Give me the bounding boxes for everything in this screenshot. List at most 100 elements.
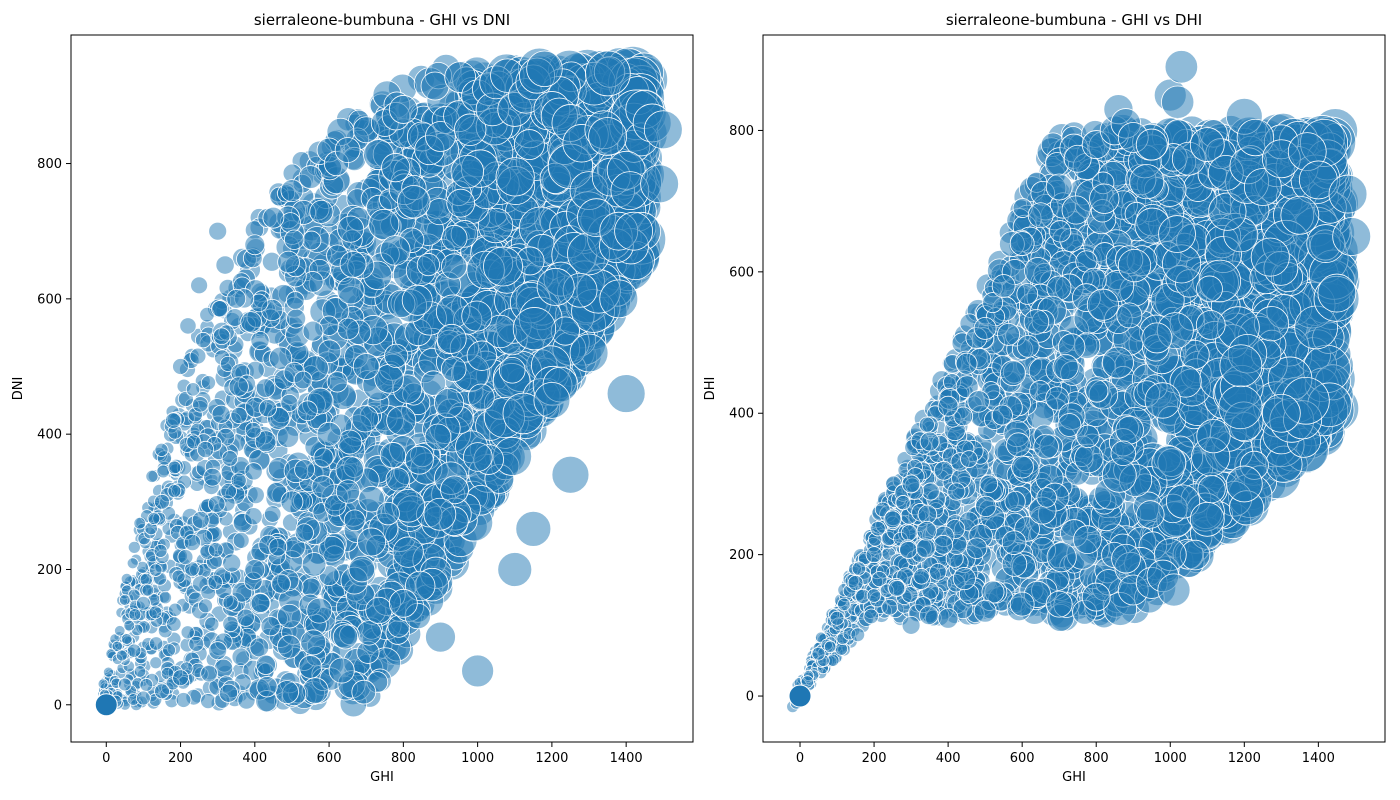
scatter-point — [401, 284, 433, 316]
scatter-point — [365, 596, 393, 625]
scatter-point — [404, 445, 434, 475]
x-tick-label: 800 — [391, 751, 416, 766]
scatter-point — [351, 679, 377, 705]
scatter-point — [166, 616, 182, 632]
scatter-point — [237, 691, 256, 710]
scatter-point — [463, 442, 493, 472]
scatter-point — [614, 211, 653, 251]
scatter-point — [318, 535, 345, 563]
scatter-point — [585, 50, 631, 97]
scatter-point — [255, 654, 276, 675]
scatter-point — [388, 588, 418, 618]
scatter-point — [171, 569, 186, 584]
scatter-panel-ghi-vs-dni: 0 200 400 600 800 1000 1200 1400 0200400600800 … — [11, 11, 694, 785]
plot-frame — [70, 34, 694, 743]
scatter-point — [515, 510, 552, 547]
scatter-point — [495, 157, 535, 197]
scatter-point — [640, 164, 679, 204]
bubble-layer-ghi-vs-dni — [94, 45, 683, 718]
scatter-point — [222, 615, 239, 633]
scatter-point — [172, 358, 189, 375]
scatter-point — [379, 442, 407, 469]
scatter-point — [275, 680, 299, 705]
scatter-point — [513, 129, 545, 161]
scatter-panel-ghi-vs-dhi: 0 200 400 600 800 1000 1200 1400 0200400600800 … — [703, 11, 1386, 785]
scatter-point — [280, 179, 304, 203]
scatter-point — [212, 327, 231, 346]
scatter-point — [551, 455, 590, 494]
scatter-point — [230, 472, 247, 489]
scatter-point — [376, 501, 400, 526]
scatter-point — [316, 421, 342, 447]
scatter-point — [250, 330, 270, 351]
scatter-point — [352, 353, 380, 380]
scatter-point — [133, 516, 146, 530]
scatter-point — [183, 533, 201, 552]
scatter-point — [368, 208, 400, 241]
scatter-point — [200, 693, 217, 710]
scatter-point — [211, 300, 229, 318]
scatter-point — [293, 370, 313, 390]
scatter-point — [167, 484, 182, 498]
scatter-point — [136, 690, 151, 706]
scatter-point — [240, 311, 262, 333]
scatter-point — [208, 641, 228, 661]
scatter-point — [145, 469, 159, 483]
scatter-point — [526, 50, 563, 88]
scatter-point — [446, 188, 476, 218]
scatter-point — [533, 381, 571, 419]
scatter-point — [450, 155, 485, 189]
scatter-point — [244, 559, 266, 580]
x-axis-label: GHI — [370, 770, 394, 785]
x-tick-label: 200 — [168, 751, 193, 766]
scatter-point — [385, 467, 410, 492]
scatter-point — [351, 405, 379, 433]
scatter-point — [126, 557, 139, 570]
scatter-point — [232, 532, 250, 549]
scatter-point — [149, 636, 164, 651]
scatter-point — [244, 507, 263, 526]
scatter-point — [246, 486, 265, 505]
y-tick-label: 600 — [37, 292, 62, 307]
scatter-point — [189, 347, 207, 365]
scatter-point — [440, 475, 469, 505]
scatter-point — [336, 276, 365, 305]
scatter-point — [158, 591, 172, 605]
scatter-point — [153, 543, 168, 558]
scatter-point — [162, 643, 176, 658]
scatter-point — [358, 485, 385, 513]
scatter-point — [512, 307, 557, 351]
scatter-point — [154, 493, 170, 510]
scatter-point — [260, 616, 281, 637]
scatter-point — [123, 619, 136, 632]
scatter-point — [416, 253, 440, 277]
scatter-point — [154, 683, 170, 700]
scatter-point — [397, 185, 431, 219]
scatter-point — [918, 416, 935, 433]
scatter-point — [440, 356, 467, 382]
scatter-point — [1101, 346, 1134, 379]
scatter-point — [328, 657, 355, 684]
scatter-point — [221, 450, 239, 467]
scatter-point — [207, 574, 223, 591]
scatter-point — [141, 583, 155, 597]
scatter-point — [244, 234, 266, 256]
scatter-point — [467, 383, 495, 411]
scatter-point — [466, 340, 497, 371]
scatter-point — [149, 656, 163, 670]
scatter-point — [441, 224, 468, 252]
y-tick-label: 200 — [37, 563, 62, 578]
scatter-point — [203, 467, 222, 487]
scatter-point — [424, 423, 452, 451]
scatter-point — [420, 370, 447, 396]
scatter-point — [148, 605, 163, 620]
scatter-point — [477, 207, 514, 244]
scatter-point — [219, 355, 236, 372]
scatter-point — [228, 376, 249, 397]
scatter-point — [441, 253, 468, 280]
scatter-point — [301, 552, 327, 577]
scatter-point — [102, 666, 114, 678]
scatter-point — [215, 255, 235, 275]
scatter-point — [148, 563, 163, 577]
